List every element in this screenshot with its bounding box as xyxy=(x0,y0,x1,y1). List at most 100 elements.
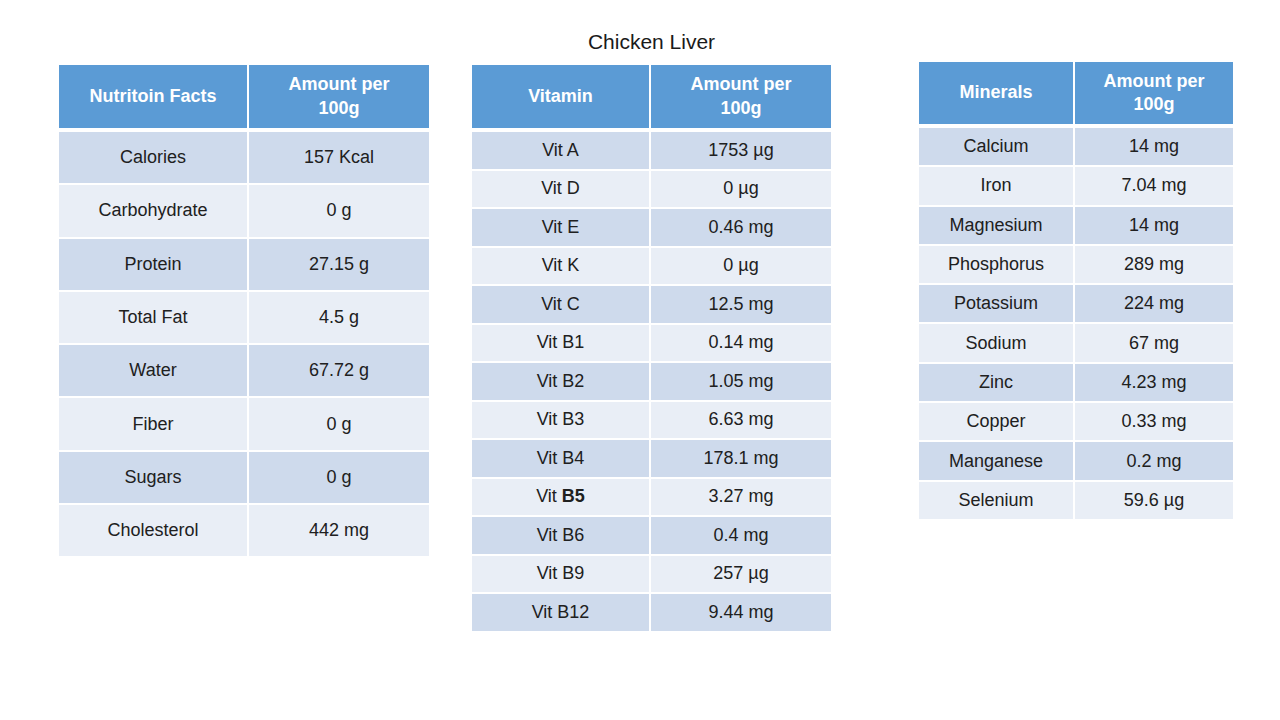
table-row: Vit B3 6.63 mg xyxy=(472,402,831,439)
vitamins-row-label-text: Vit B12 xyxy=(532,602,590,623)
minerals-row-label-text: Manganese xyxy=(949,451,1043,472)
vitamins-row-label: Vit E xyxy=(472,209,651,246)
vitamins-row-label-text: Vit B2 xyxy=(537,371,585,392)
vitamins-row-value: 1.05 mg xyxy=(651,363,831,400)
vitamins-row-label: Vit B12 xyxy=(472,594,651,631)
nutrition-facts-header-col2: Amount per 100g xyxy=(249,65,429,128)
vitamins-row-label: Vit B5 xyxy=(472,479,651,516)
page-title: Chicken Liver xyxy=(472,30,831,54)
vitamins-row-value: 6.63 mg xyxy=(651,402,831,439)
minerals-row-value: 7.04 mg xyxy=(1075,167,1233,204)
table-row: Vit B4 178.1 mg xyxy=(472,440,831,477)
table-row: Manganese0.2 mg xyxy=(919,442,1233,479)
vitamins-row-label: Vit B1 xyxy=(472,325,651,362)
nutrition-facts-row-label-text: Protein xyxy=(124,254,181,275)
vitamins-row-label: Vit D xyxy=(472,171,651,208)
nutrition-facts-row-label: Sugars xyxy=(59,452,249,503)
vitamins-row-value: 12.5 mg xyxy=(651,286,831,323)
vitamins-row-value: 0 µg xyxy=(651,171,831,208)
table-row: Fiber0 g xyxy=(59,398,429,449)
minerals-row-label: Zinc xyxy=(919,364,1075,401)
minerals-row-label: Copper xyxy=(919,403,1075,440)
vitamins-row-label-text: Vit B9 xyxy=(537,563,585,584)
vitamins-row-value: 0 µg xyxy=(651,248,831,285)
minerals-header-col2: Amount per 100g xyxy=(1075,62,1233,124)
table-row: Vit C 12.5 mg xyxy=(472,286,831,323)
vitamins-header-col2: Amount per 100g xyxy=(651,65,831,128)
vitamins-row-label-text: Vit K xyxy=(542,255,580,276)
nutrition-facts-header-row: Nutritoin Facts Amount per 100g xyxy=(59,65,429,128)
vitamins-row-label-text: Vit B3 xyxy=(537,409,585,430)
nutrition-facts-header-label: Nutritoin Facts xyxy=(89,85,216,108)
table-row: Vit B53.27 mg xyxy=(472,479,831,516)
vitamins-header-label: Vitamin xyxy=(528,85,593,108)
vitamins-header-row: Vitamin Amount per 100g xyxy=(472,65,831,128)
table-row: Water 67.72 g xyxy=(59,345,429,396)
minerals-row-label: Phosphorus xyxy=(919,246,1075,283)
minerals-header-row: MineralsAmount per 100g xyxy=(919,62,1233,124)
nutrition-facts-row-label-text: Carbohydrate xyxy=(98,200,207,221)
minerals-row-label-text: Magnesium xyxy=(949,215,1042,236)
table-row: Vit E0.46 mg xyxy=(472,209,831,246)
nutrition-facts-row-label-text: Water xyxy=(129,360,176,381)
table-row: Calcium14 mg xyxy=(919,128,1233,165)
vitamins-header-col1: Vitamin xyxy=(472,65,651,128)
nutrition-facts-row-label-text: Sugars xyxy=(124,467,181,488)
table-row: Phosphorus 289 mg xyxy=(919,246,1233,283)
vitamins-row-label-text: Vit xyxy=(536,486,557,507)
table-row: Copper 0.33 mg xyxy=(919,403,1233,440)
minerals-row-label: Iron xyxy=(919,167,1075,204)
minerals-row-label-text: Sodium xyxy=(965,333,1026,354)
nutrition-facts-row-value: 67.72 g xyxy=(249,345,429,396)
minerals-row-label-text: Zinc xyxy=(979,372,1013,393)
minerals-row-label: Potassium xyxy=(919,285,1075,322)
nutrition-facts-row-label-text: Total Fat xyxy=(118,307,187,328)
table-row: Vit B10.14 mg xyxy=(472,325,831,362)
table-row: Vit K 0 µg xyxy=(472,248,831,285)
nutrition-facts-row-label: Carbohydrate xyxy=(59,185,249,236)
table-vitamins: VitaminAmount per 100gVit A1753 µgVit D0… xyxy=(472,65,831,633)
minerals-row-label: Sodium xyxy=(919,324,1075,361)
minerals-row-label-text: Phosphorus xyxy=(948,254,1044,275)
nutrition-facts-row-value: 442 mg xyxy=(249,505,429,556)
nutrition-facts-row-value: 0 g xyxy=(249,185,429,236)
vitamins-row-label: Vit K xyxy=(472,248,651,285)
table-row: Sugars0 g xyxy=(59,452,429,503)
minerals-row-label-text: Copper xyxy=(966,411,1025,432)
table-row: Vit B60.4 mg xyxy=(472,517,831,554)
minerals-row-value: 224 mg xyxy=(1075,285,1233,322)
table-row: Protein27.15 g xyxy=(59,239,429,290)
table-row: Magnesium14 mg xyxy=(919,207,1233,244)
table-row: Iron 7.04 mg xyxy=(919,167,1233,204)
table-row: Carbohydrate 0 g xyxy=(59,185,429,236)
table-row: Vit A1753 µg xyxy=(472,132,831,169)
minerals-row-label-text: Calcium xyxy=(963,136,1028,157)
vitamins-row-label: Vit B9 xyxy=(472,556,651,593)
vitamins-row-label: Vit A xyxy=(472,132,651,169)
nutrition-facts-row-label-text: Fiber xyxy=(132,414,173,435)
nutrition-facts-row-value: 157 Kcal xyxy=(249,132,429,183)
nutrition-facts-header-col1: Nutritoin Facts xyxy=(59,65,249,128)
table-row: Zinc4.23 mg xyxy=(919,364,1233,401)
minerals-row-value: 0.33 mg xyxy=(1075,403,1233,440)
vitamins-row-value: 178.1 mg xyxy=(651,440,831,477)
vitamins-row-label-text: Vit B6 xyxy=(537,525,585,546)
vitamins-row-label: Vit B4 xyxy=(472,440,651,477)
minerals-row-label-text: Iron xyxy=(980,175,1011,196)
table-row: Calories157 Kcal xyxy=(59,132,429,183)
minerals-header-label: Amount per 100g xyxy=(1100,70,1208,117)
vitamins-row-value: 3.27 mg xyxy=(651,479,831,516)
nutrition-facts-row-label: Total Fat xyxy=(59,292,249,343)
slide-canvas: Chicken Liver Nutritoin Facts Amount per … xyxy=(0,0,1280,720)
vitamins-row-value: 0.14 mg xyxy=(651,325,831,362)
minerals-row-label: Manganese xyxy=(919,442,1075,479)
minerals-row-label: Magnesium xyxy=(919,207,1075,244)
nutrition-facts-row-value: 4.5 g xyxy=(249,292,429,343)
nutrition-facts-row-label: Fiber xyxy=(59,398,249,449)
vitamins-row-label-text: Vit E xyxy=(542,217,580,238)
table-row: Potassium224 mg xyxy=(919,285,1233,322)
table-nutrition-facts: Nutritoin Facts Amount per 100gCalories15… xyxy=(59,65,429,558)
vitamins-row-label-text: Vit B4 xyxy=(537,448,585,469)
minerals-row-value: 289 mg xyxy=(1075,246,1233,283)
vitamins-row-label-text: Vit C xyxy=(541,294,580,315)
